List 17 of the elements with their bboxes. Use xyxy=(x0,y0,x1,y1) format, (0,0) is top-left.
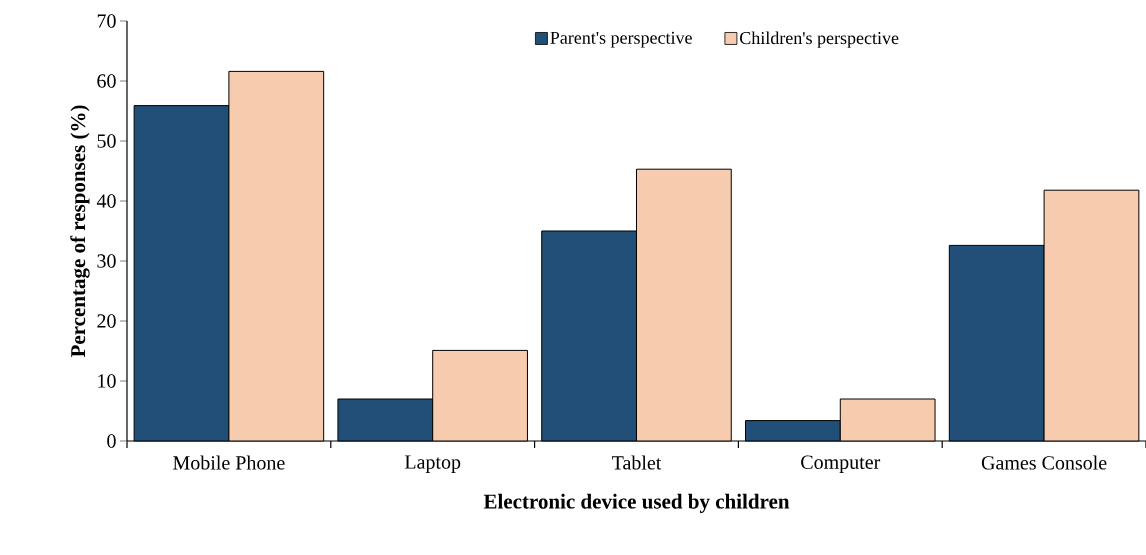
y-tick-label: 10 xyxy=(98,374,116,388)
x-tick-label: Mobile Phone xyxy=(173,455,285,470)
y-tick-label: 0 xyxy=(107,434,116,448)
x-tick-label: Laptop xyxy=(404,455,461,473)
y-axis-title: Percentage of responses (%) xyxy=(70,105,90,358)
y-tick-label: 50 xyxy=(97,134,116,148)
x-axis-title: Electronic device used by children xyxy=(483,493,790,513)
y-tick-label: 60 xyxy=(97,74,116,88)
y-tick-label: 40 xyxy=(96,194,116,208)
x-tick-label: Tablet xyxy=(612,455,662,470)
y-tick-label: 30 xyxy=(97,254,116,268)
x-tick-label: Computer xyxy=(801,455,881,474)
x-tick-label: Games Console xyxy=(981,455,1107,470)
y-tick-label: 20 xyxy=(97,314,116,328)
legend-label: Parent's perspective xyxy=(550,31,692,48)
legend-label: Children's perspective xyxy=(740,31,899,48)
y-tick-label: 70 xyxy=(97,14,116,28)
